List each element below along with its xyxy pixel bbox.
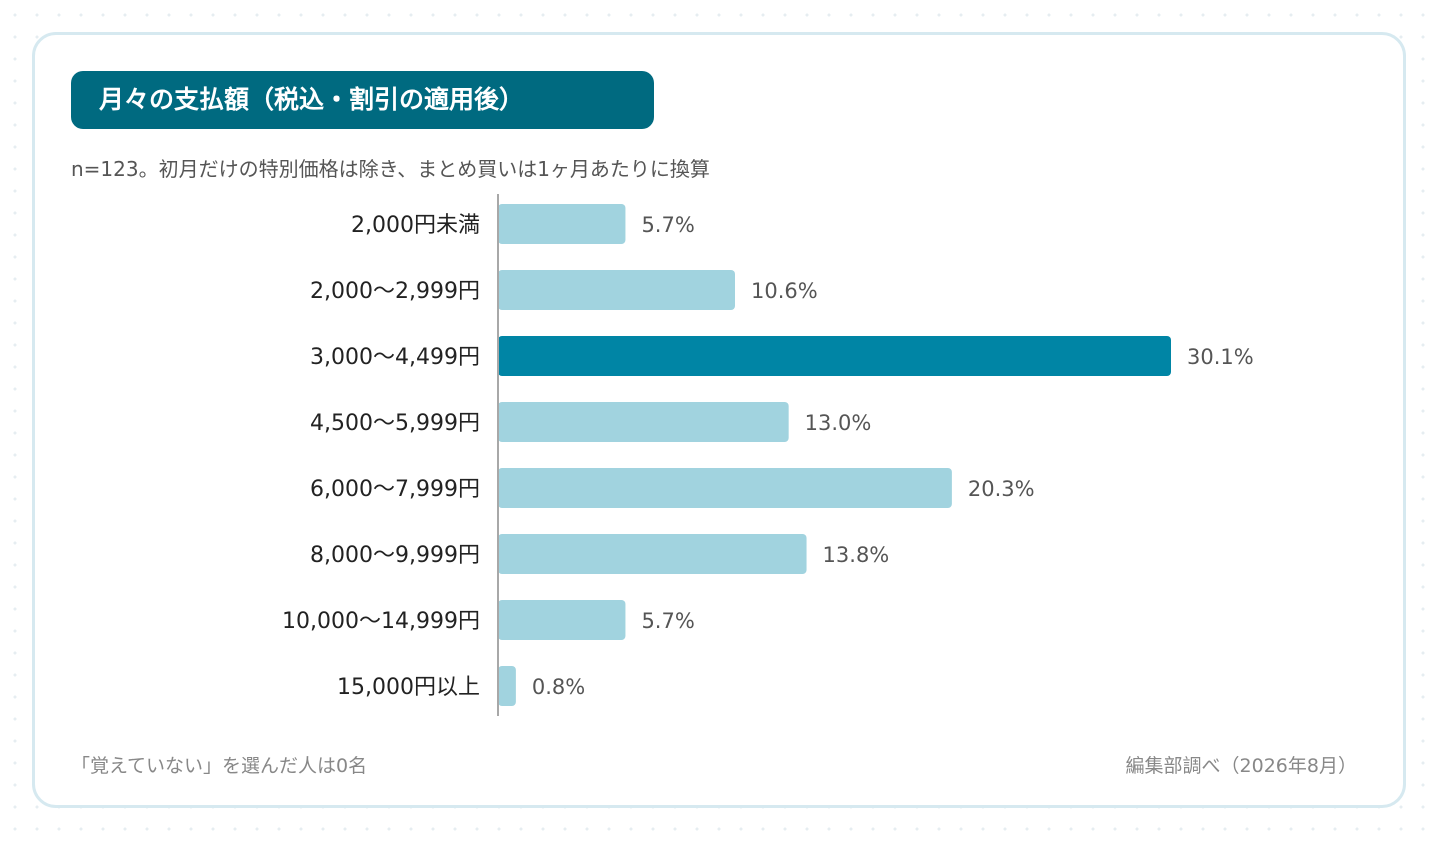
bar-6 [498, 534, 807, 574]
value-label: 10.6% [751, 279, 818, 303]
category-label: 3,000〜4,499円 [310, 345, 480, 370]
bar-2 [498, 270, 736, 310]
category-label: 15,000円以上 [337, 675, 480, 700]
category-label: 4,500〜5,999円 [310, 411, 480, 436]
bar-4 [498, 402, 789, 442]
bar-8 [498, 666, 516, 706]
value-label: 30.1% [1187, 345, 1254, 369]
bar-1 [498, 204, 626, 244]
chart-subtitle: n=123。初月だけの特別価格は除き、まとめ買いは1ヶ月あたりに換算 [71, 157, 710, 181]
value-label: 5.7% [641, 213, 694, 237]
category-label-group: 2,000円未満 2,000〜2,999円 3,000〜4,499円 4,500〜5,… [282, 213, 480, 700]
category-label: 8,000〜9,999円 [310, 543, 480, 568]
value-label: 13.8% [823, 543, 890, 567]
bar-5 [498, 468, 952, 508]
bar-3 [498, 336, 1171, 376]
category-label: 2,000円未満 [351, 213, 480, 238]
footnote: 「覚えていない」を選んだ人は0名 [71, 755, 368, 777]
bar-7 [498, 600, 626, 640]
value-label: 0.8% [532, 675, 585, 699]
chart-title: 月々の支払額（税込・割引の適用後） [71, 71, 654, 129]
value-label-group: 5.7% 10.6% 30.1% 13.0% 20.3% 13.8% 5.7% 0.8% [532, 213, 1254, 699]
bar-chart: 2,000円未満 2,000〜2,999円 3,000〜4,499円 4,500〜5,… [282, 194, 1254, 716]
bar-group [498, 204, 1171, 706]
value-label: 13.0% [805, 411, 872, 435]
value-label: 20.3% [968, 477, 1035, 501]
source-note: 編集部調べ（2026年8月） [1125, 755, 1357, 777]
category-label: 10,000〜14,999円 [282, 609, 480, 634]
value-label: 5.7% [641, 609, 694, 633]
category-label: 2,000〜2,999円 [310, 279, 480, 304]
category-label: 6,000〜7,999円 [310, 477, 480, 502]
chart-card: 月々の支払額（税込・割引の適用後） n=123。初月だけの特別価格は除き、まとめ… [32, 32, 1406, 808]
